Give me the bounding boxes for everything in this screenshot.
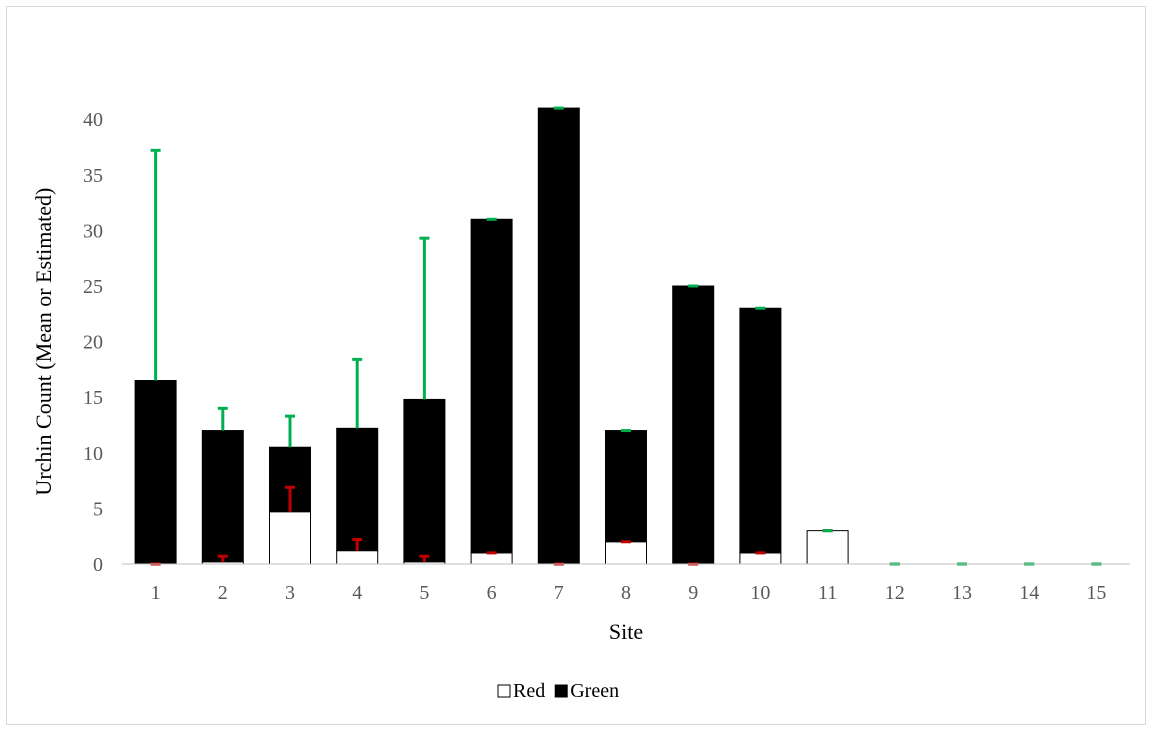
error-bar-red-site-2 [217,554,228,562]
y-tick-label: 30 [83,220,103,242]
bar-red-site-4 [336,550,379,565]
bar-red-site-3 [269,511,311,565]
legend-label: Green [570,680,619,702]
bar-red-site-11 [806,530,849,565]
x-tick-label: 3 [285,582,295,604]
error-bar-red-site-5 [419,554,430,562]
bars [134,107,849,565]
x-tick-label: 12 [885,582,905,604]
y-axis-tick-labels: 0 5 10 15 20 25 30 35 40 [83,109,103,576]
bar-green-site-2 [201,430,244,563]
x-tick-label: 6 [487,582,497,604]
x-tick-label: 7 [554,582,564,604]
x-tick-label: 1 [151,582,161,604]
legend-swatch [554,684,568,698]
legend-swatch [497,684,511,698]
y-axis-title: Urchin Count (Mean or Estimated) [31,188,56,496]
x-tick-label: 4 [352,582,362,604]
bar-green-site-10 [739,307,782,554]
bar-red-site-8 [605,541,647,565]
bar-green-site-7 [537,107,580,565]
y-tick-label: 20 [83,332,103,354]
x-tick-label: 11 [818,582,837,604]
x-tick-label: 9 [688,582,698,604]
bar-green-site-4 [336,427,379,552]
x-tick-label: 5 [419,582,429,604]
y-tick-label: 5 [93,498,103,520]
bar-green-site-5 [403,398,446,563]
bar-green-site-9 [672,285,715,565]
error-bar-green-site-5 [419,236,430,400]
x-axis-title: Site [609,619,643,644]
error-bar-red-site-3 [285,485,295,512]
y-tick-label: 40 [83,109,103,131]
error-bar-red-site-4 [352,538,363,551]
x-tick-label: 8 [621,582,631,604]
bar-red-site-6 [470,552,513,565]
x-tick-label: 2 [218,582,228,604]
x-tick-label: 14 [1019,582,1039,604]
error-bar-green-site-2 [217,406,228,431]
x-tick-label: 13 [952,582,972,604]
error-bar-green-site-4 [352,357,363,429]
legend: Red Green [497,680,619,702]
legend-label: Red [513,680,545,702]
legend-item-red: Red [497,680,545,702]
y-tick-label: 15 [83,387,103,409]
legend-item-green: Green [554,680,619,702]
bar-green-site-1 [134,380,177,565]
x-tick-label: 10 [750,582,770,604]
x-tick-label: 15 [1086,582,1106,604]
x-axis-tick-labels: 1 2 3 4 5 6 7 8 9 10 11 12 13 14 15 [151,582,1107,604]
error-bar-green-site-3 [285,414,295,448]
bar-green-site-6 [470,218,513,554]
bar-red-site-10 [739,552,782,565]
y-tick-label: 25 [83,276,103,298]
y-tick-label: 0 [93,554,103,576]
error-bar-green-site-1 [150,148,161,381]
y-tick-label: 35 [83,165,103,187]
y-tick-label: 10 [83,443,103,465]
bar-green-site-8 [605,430,647,543]
